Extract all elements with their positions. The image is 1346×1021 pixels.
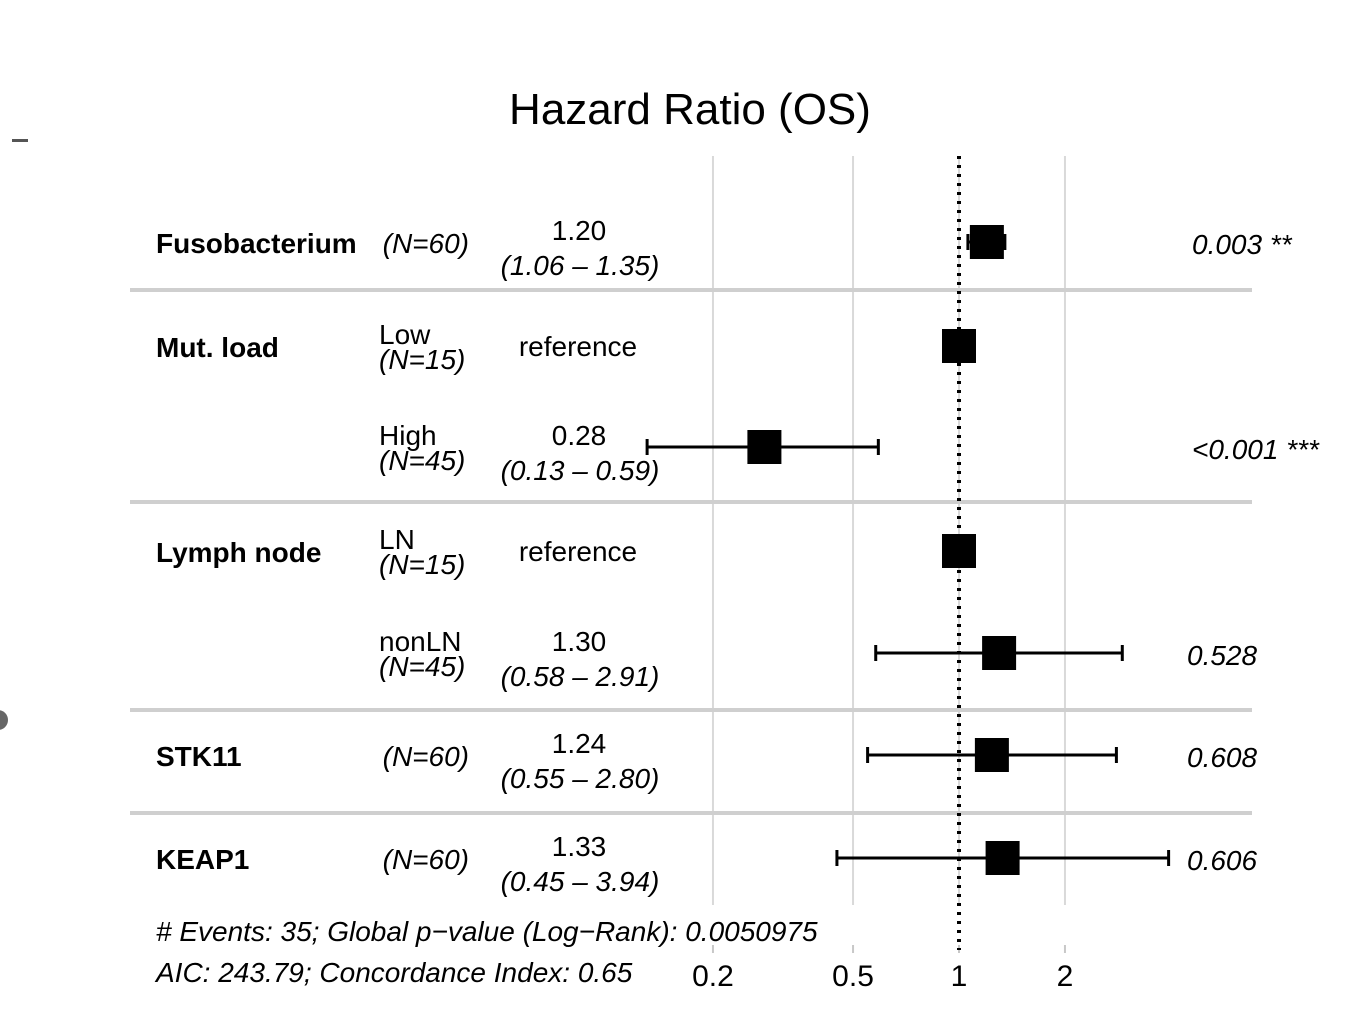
x-tick-label-1: 0.5: [832, 960, 874, 993]
row-estimate-4: 1.30: [552, 626, 607, 657]
row-n-0: (N=60): [383, 228, 469, 259]
row-variable-5: STK11: [156, 741, 242, 772]
row-estimate-2: 0.28: [552, 420, 607, 451]
row-variable-1: Mut. load: [156, 332, 279, 363]
row-variable-0: Fusobacterium: [156, 228, 357, 259]
row-ci-5: (0.55 – 2.80): [501, 763, 660, 794]
table-text: 0.2 0.5 1 2 Fusobacterium (N=60) 1.20 (1.06 – 1…: [156, 215, 1320, 993]
x-tick-label-2: 1: [951, 960, 968, 993]
estimate-marks: [645, 225, 1171, 875]
row-level-4: nonLN: [379, 626, 462, 657]
estimate-point-5: [974, 738, 1009, 772]
row-ci-6: (0.45 – 3.94): [501, 866, 660, 897]
row-level-3: LN: [379, 524, 415, 555]
row-separators: [130, 288, 1252, 815]
row-pvalue-4: 0.528: [1187, 640, 1257, 671]
row-ci-4: (0.58 – 2.91): [501, 661, 660, 692]
row-level-1: Low: [379, 319, 431, 350]
footer-aic: AIC: 243.79; Concordance Index: 0.65: [154, 957, 633, 988]
row-ci-2: (0.13 – 0.59): [501, 455, 660, 486]
estimate-point-1: [942, 329, 976, 363]
row-n-6: (N=60): [383, 844, 469, 875]
footer-events: # Events: 35; Global p−value (Log−Rank):…: [156, 916, 818, 947]
row-ci-0: (1.06 – 1.35): [501, 250, 660, 281]
row-pvalue-6: 0.606: [1187, 845, 1257, 876]
row-level-2: High: [379, 420, 437, 451]
row-estimate-5: 1.24: [552, 728, 607, 759]
row-pvalue-0: 0.003 **: [1192, 229, 1293, 260]
x-tick-label-3: 2: [1057, 960, 1074, 993]
estimate-point-3: [942, 534, 976, 568]
grid-lines: [711, 156, 1066, 953]
row-estimate-3: reference: [519, 536, 637, 567]
row-n-2: (N=45): [379, 445, 465, 476]
estimate-point-2: [747, 430, 782, 464]
row-pvalue-2: <0.001 ***: [1192, 434, 1320, 465]
estimate-point-4: [982, 636, 1017, 670]
row-n-3: (N=15): [379, 549, 465, 580]
row-estimate-6: 1.33: [552, 831, 607, 862]
row-pvalue-5: 0.608: [1187, 742, 1257, 773]
row-n-4: (N=45): [379, 651, 465, 682]
row-variable-3: Lymph node: [156, 537, 321, 568]
row-variable-6: KEAP1: [156, 844, 249, 875]
estimate-point-6: [985, 841, 1020, 875]
edge-circle-mark: [0, 710, 8, 730]
row-estimate-0: 1.20: [552, 215, 607, 246]
edge-dash-mark: [12, 139, 28, 142]
chart-title: Hazard Ratio (OS): [509, 85, 871, 134]
row-n-5: (N=60): [383, 741, 469, 772]
row-n-1: (N=15): [379, 344, 465, 375]
estimate-point-0: [969, 225, 1004, 259]
row-estimate-1: reference: [519, 331, 637, 362]
x-tick-label-0: 0.2: [692, 960, 734, 993]
